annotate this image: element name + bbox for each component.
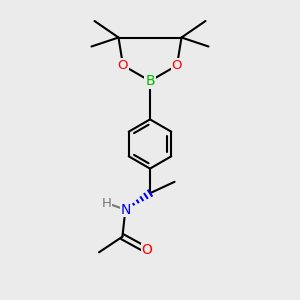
Text: B: B [145, 74, 155, 88]
Text: O: O [118, 59, 128, 72]
Text: N: N [120, 203, 130, 217]
Text: H: H [102, 196, 112, 210]
Text: O: O [172, 59, 182, 72]
Text: O: O [142, 243, 152, 257]
